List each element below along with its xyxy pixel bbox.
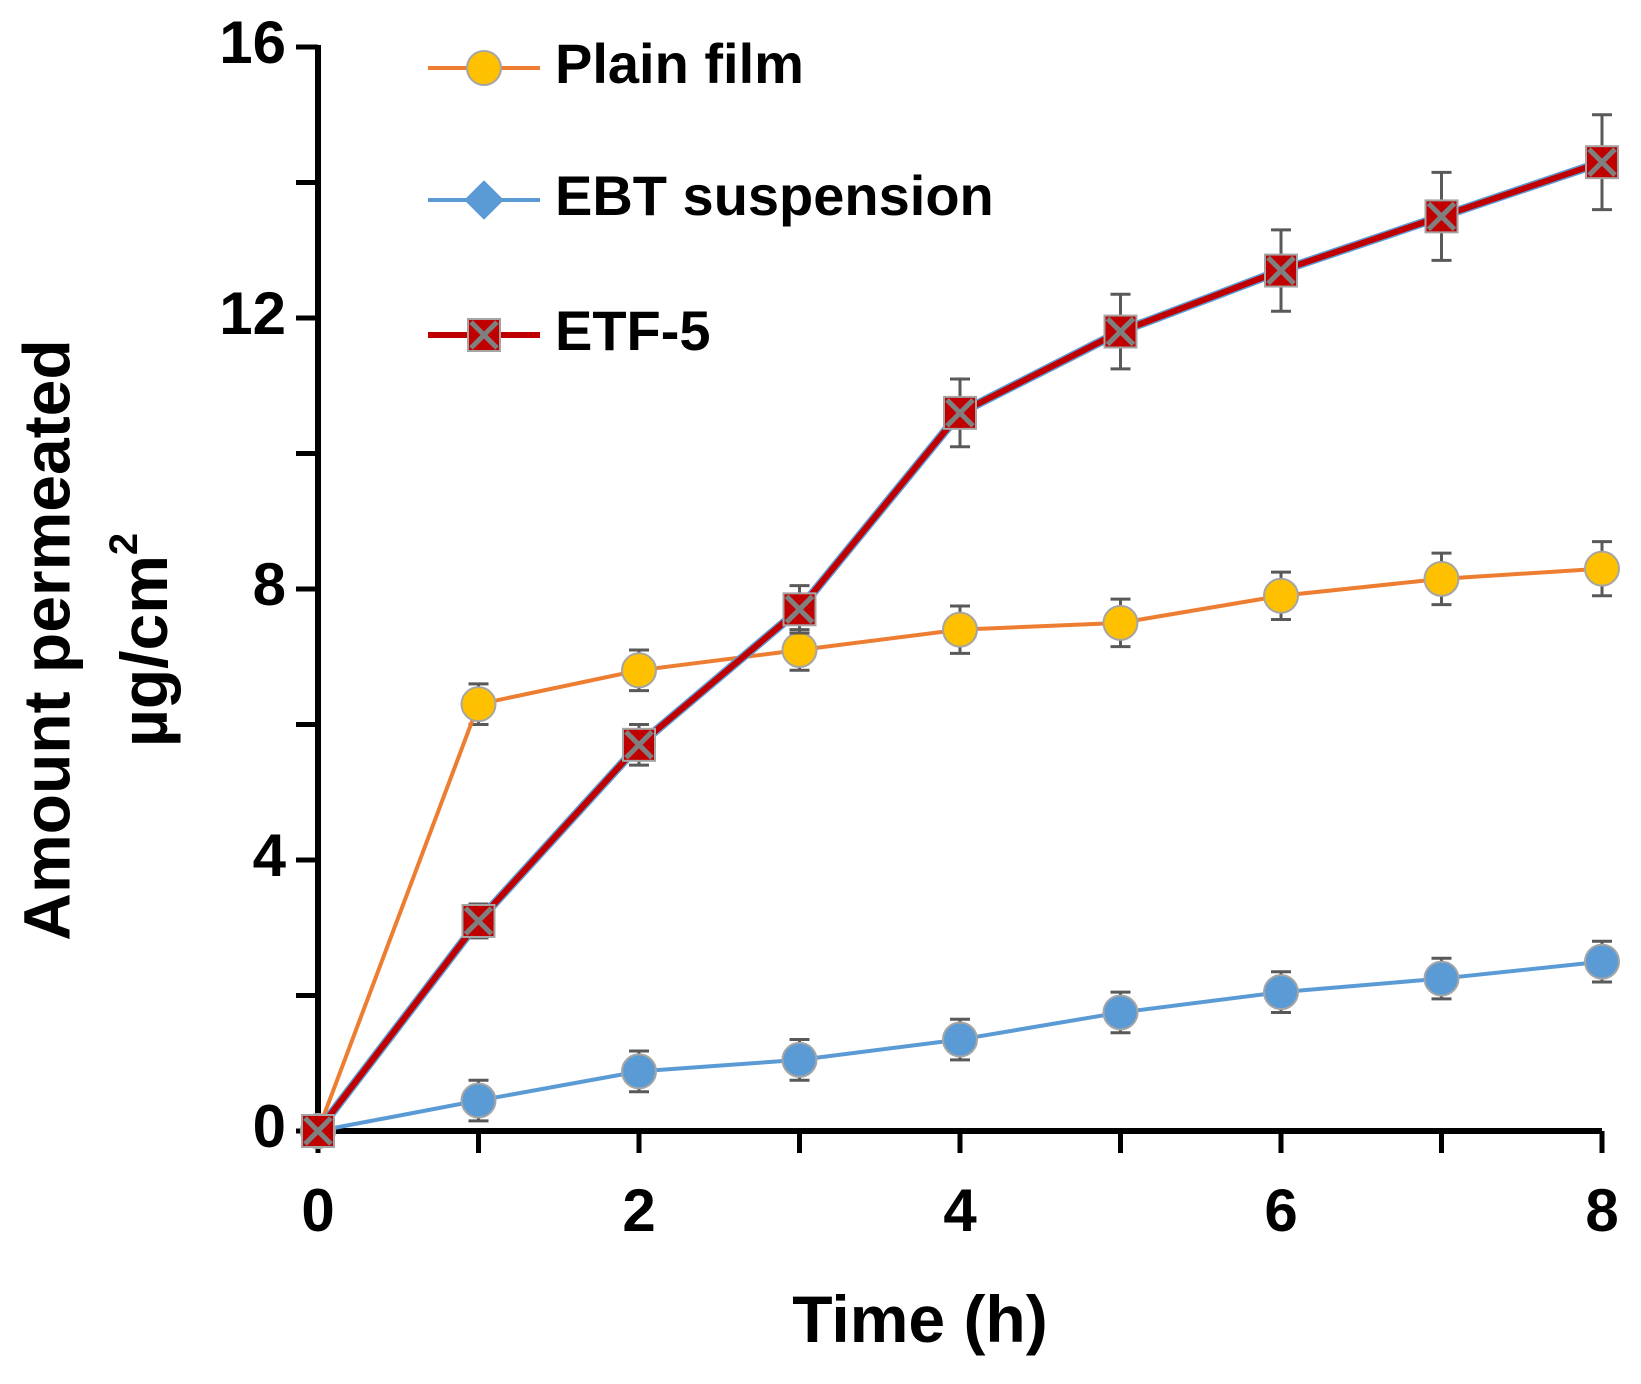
data-point <box>1102 604 1139 641</box>
x-tick-label: 2 <box>622 1177 655 1244</box>
data-point <box>782 592 817 627</box>
data-point <box>621 1053 657 1090</box>
y-tick-label: 0 <box>253 1093 286 1160</box>
x-axis-title: Time (h) <box>792 1282 1047 1356</box>
data-point <box>1263 974 1299 1011</box>
data-point <box>622 727 656 762</box>
y-tick-label: 16 <box>219 9 286 76</box>
data-series <box>300 113 1620 1149</box>
data-point <box>621 652 657 689</box>
marker-cross <box>624 730 654 760</box>
data-point <box>1584 943 1620 980</box>
marker-cross <box>463 906 494 936</box>
data-point <box>1424 199 1459 234</box>
legend-label: EBT suspension <box>555 164 994 227</box>
axis-titles: Time (h) Amount permeated µg/cm2 <box>9 339 1047 1356</box>
legend-entry: EBT suspension <box>428 164 994 227</box>
data-point <box>943 395 977 430</box>
tick-labels: 0 4 8 12 16 0 2 4 6 8 <box>219 9 1618 1244</box>
marker-cross <box>784 594 815 625</box>
marker-cross <box>1105 316 1136 347</box>
data-point <box>942 611 978 648</box>
marker-cross <box>1587 147 1617 177</box>
data-point <box>460 1082 497 1119</box>
legend-label: Plain film <box>555 32 804 95</box>
legend-marker <box>467 318 501 352</box>
data-point <box>1103 314 1138 349</box>
data-point <box>1102 994 1139 1031</box>
y-axis-title-line2: µg/cm2 <box>102 533 182 747</box>
y-tick-label: 12 <box>219 280 286 347</box>
data-point <box>781 1041 818 1078</box>
x-tick-label: 4 <box>943 1177 977 1244</box>
marker-cross <box>1426 201 1457 232</box>
series-ebt-suspension <box>300 939 1620 1149</box>
y-axis-title-line1: Amount permeated <box>9 339 83 940</box>
legend-entry: Plain film <box>428 32 804 95</box>
x-tick-label: 8 <box>1585 1177 1618 1244</box>
marker-cross <box>945 398 975 428</box>
data-point <box>460 686 497 723</box>
data-point <box>1264 253 1298 288</box>
legend-marker <box>466 50 502 86</box>
x-tick-label: 0 <box>301 1177 334 1244</box>
marker-cross <box>303 1116 333 1146</box>
series-etf-5 <box>301 113 1619 1148</box>
legend-marker <box>464 180 504 220</box>
y-axis-unit: µg/cm <box>107 555 181 747</box>
data-point <box>461 903 496 938</box>
legend-label: ETF-5 <box>555 299 711 362</box>
y-axis-unit-superscript: 2 <box>102 533 146 555</box>
data-point <box>1585 145 1619 180</box>
data-point <box>781 631 818 668</box>
legend: Plain film EBT suspension ETF-5 <box>428 32 994 362</box>
data-point <box>1263 577 1299 614</box>
series-plain-film <box>300 540 1620 1149</box>
data-point <box>1584 550 1620 587</box>
marker-cross <box>1266 255 1296 286</box>
y-tick-label: 4 <box>253 822 287 889</box>
x-tick-label: 6 <box>1264 1177 1297 1244</box>
legend-entry: ETF-5 <box>428 299 711 362</box>
data-point <box>1423 560 1460 597</box>
data-point <box>942 1021 978 1058</box>
y-tick-label: 8 <box>253 551 286 618</box>
data-point <box>1423 960 1460 997</box>
data-point <box>301 1114 335 1148</box>
marker-cross <box>469 320 499 350</box>
